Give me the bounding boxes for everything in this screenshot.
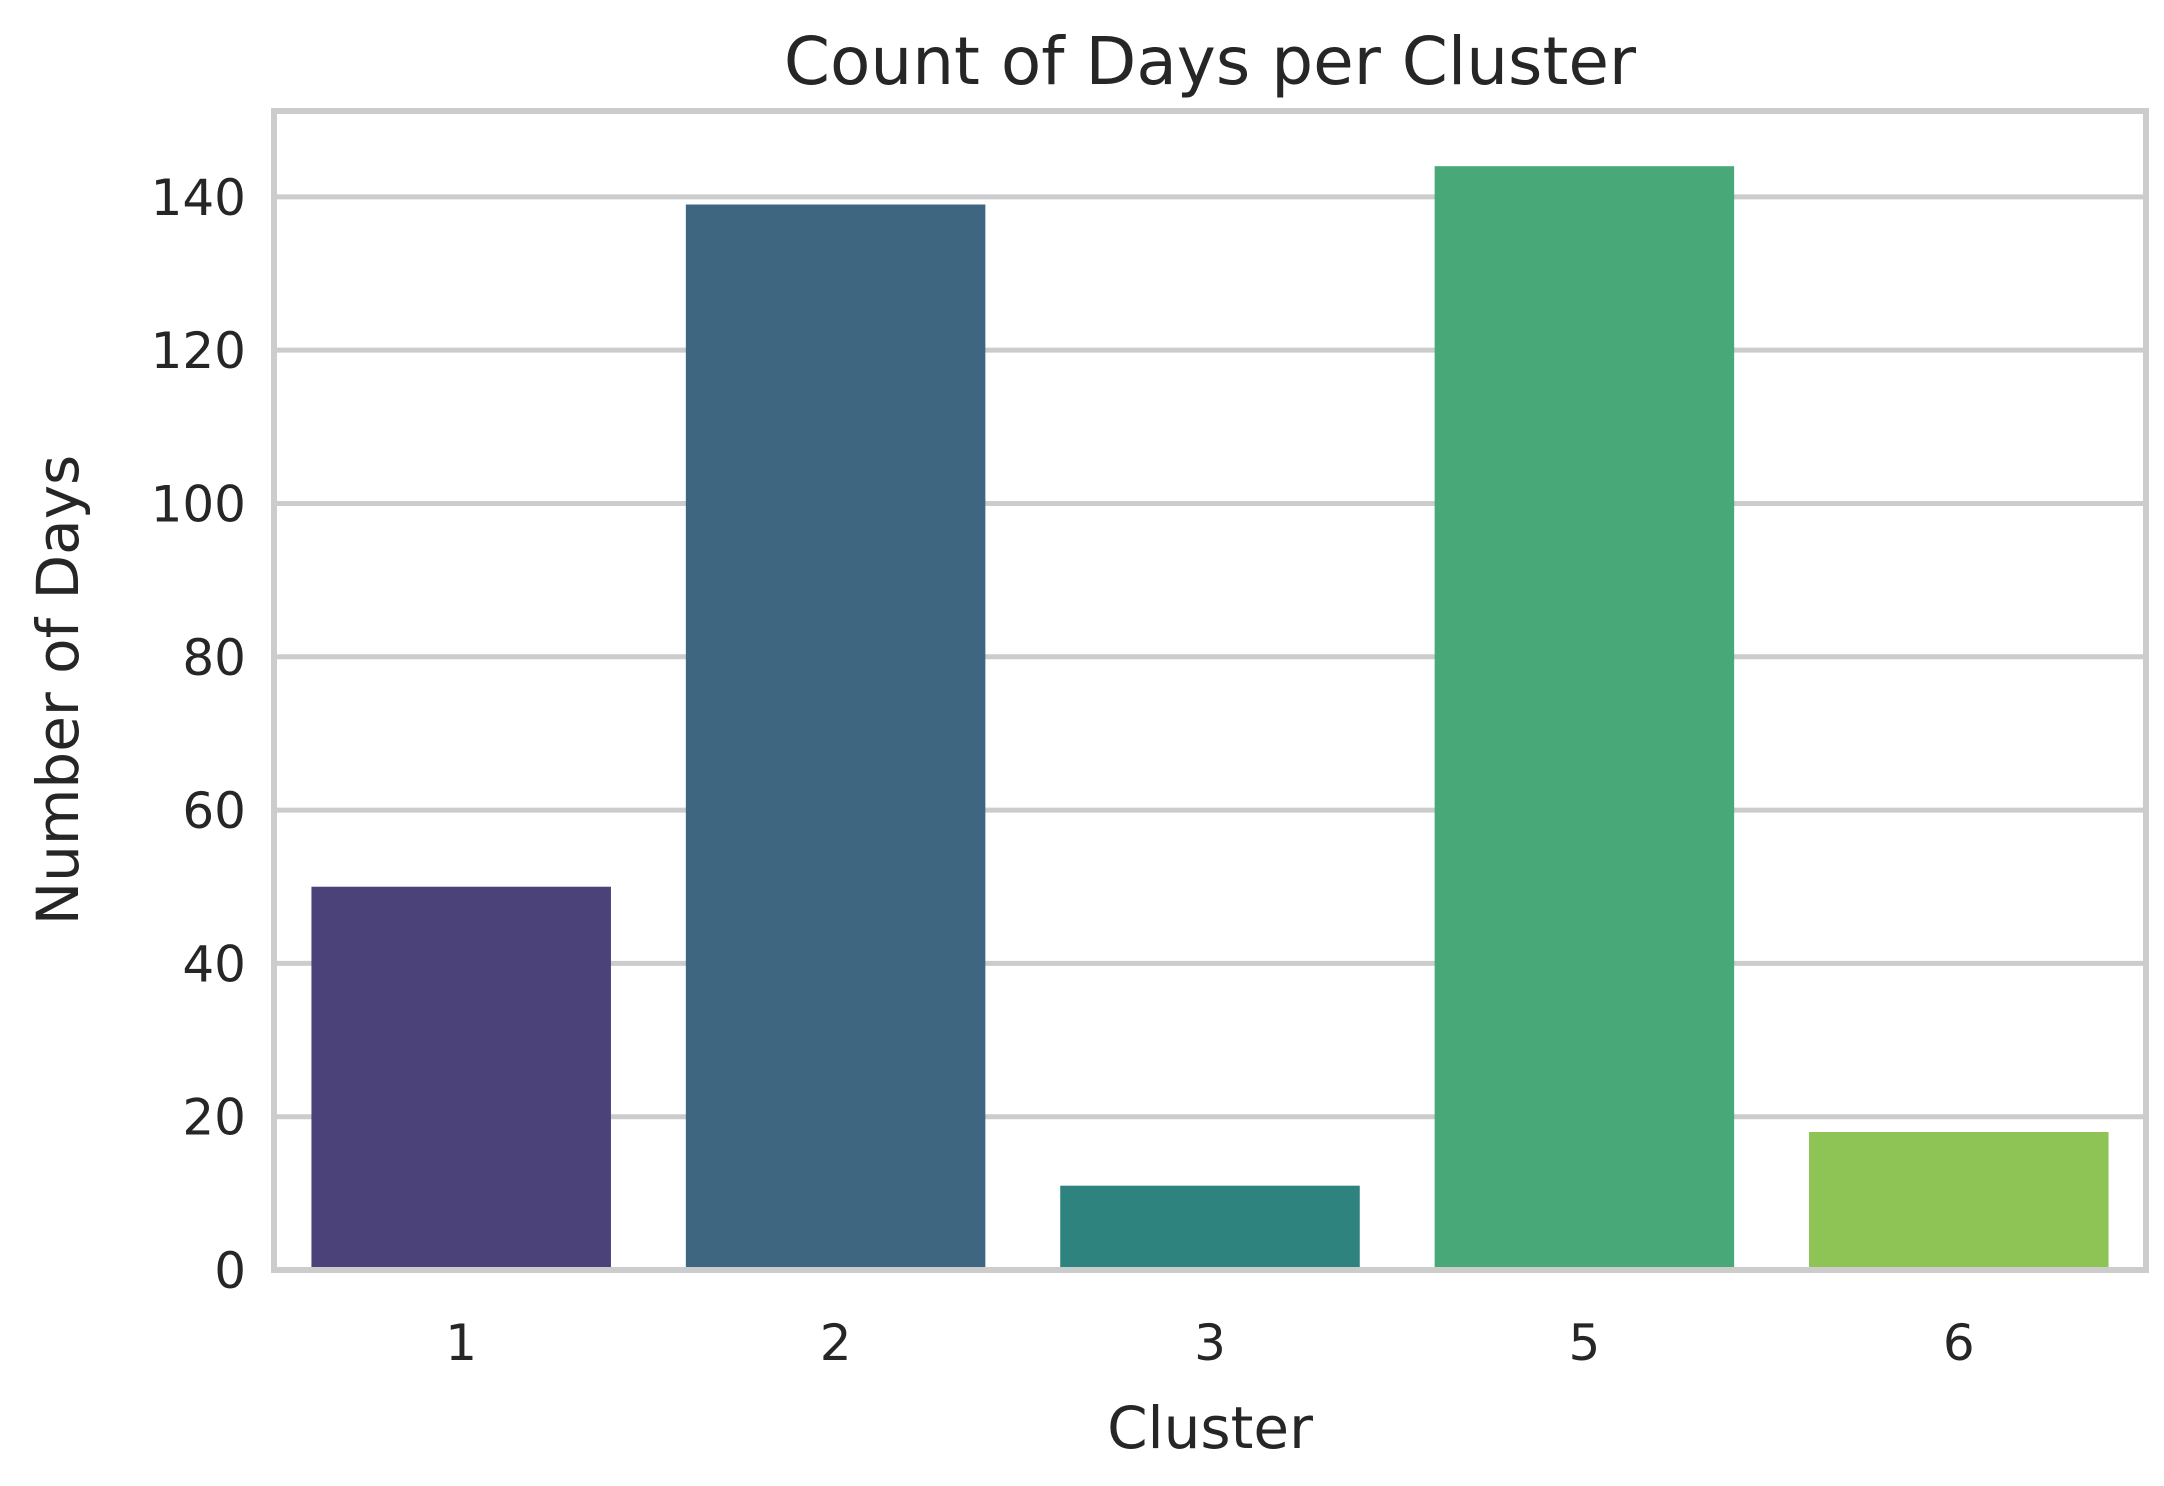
bar-cluster-2 xyxy=(685,204,986,1270)
y-tick-label: 20 xyxy=(182,1089,246,1147)
y-tick-label: 80 xyxy=(182,629,246,687)
y-tick-label: 120 xyxy=(151,322,246,380)
y-tick-label: 140 xyxy=(151,169,246,227)
y-tick-label: 100 xyxy=(151,475,246,533)
bars xyxy=(311,166,2109,1271)
y-tick-label: 40 xyxy=(182,935,246,993)
bar-cluster-5 xyxy=(1434,166,1735,1271)
chart-title: Count of Days per Cluster xyxy=(784,23,1637,100)
x-tick-label: 3 xyxy=(1194,1314,1226,1372)
y-tick-label: 60 xyxy=(182,782,246,840)
y-tick-label: 0 xyxy=(214,1242,246,1300)
x-axis-ticks: 1 2 3 5 6 xyxy=(445,1314,1974,1372)
y-axis-ticks: 0 20 40 60 80 100 120 140 xyxy=(151,169,246,1300)
plot-frame xyxy=(271,108,2149,1273)
bar-cluster-1 xyxy=(311,886,611,1270)
x-tick-label: 2 xyxy=(820,1314,852,1372)
x-tick-label: 6 xyxy=(1943,1314,1975,1372)
bar-cluster-6 xyxy=(1809,1132,2109,1270)
x-tick-label: 1 xyxy=(445,1314,477,1372)
x-axis-label: Cluster xyxy=(1107,1394,1313,1462)
bar-cluster-3 xyxy=(1060,1185,1360,1270)
x-tick-label: 5 xyxy=(1568,1314,1600,1372)
y-axis-label: Number of Days xyxy=(24,455,92,926)
